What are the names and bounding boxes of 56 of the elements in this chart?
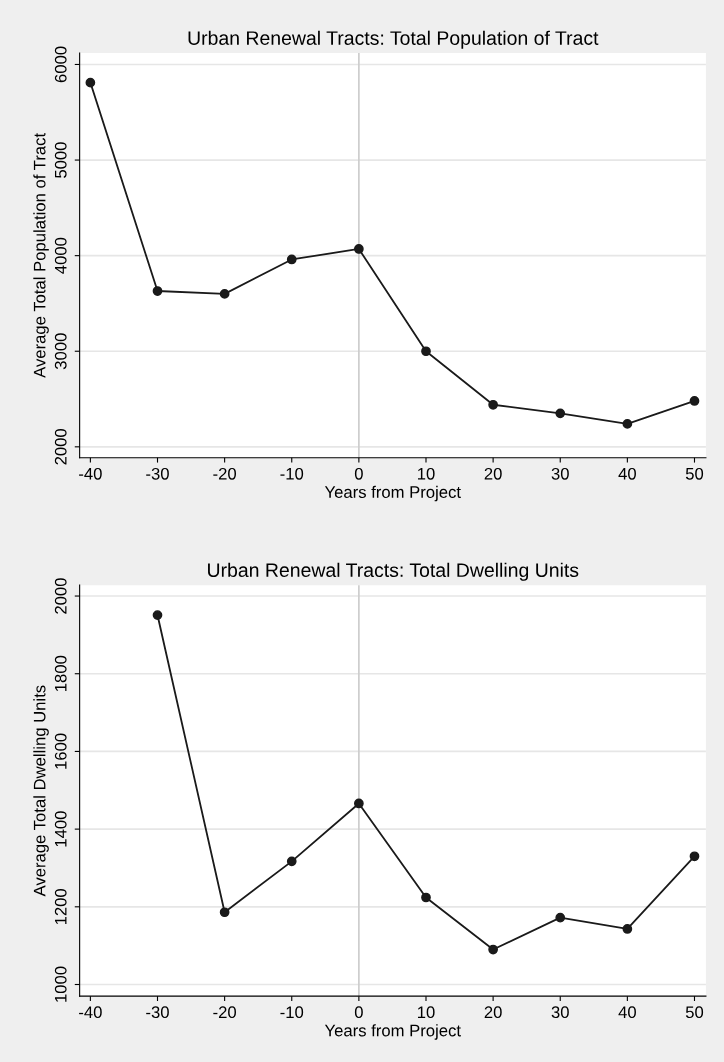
x-tick-label: 30 bbox=[551, 467, 569, 480]
x-tick-label: -30 bbox=[146, 467, 169, 480]
y-tick-label: 1200 bbox=[54, 888, 67, 925]
point bbox=[488, 944, 498, 955]
x-tick-label: -20 bbox=[213, 1006, 237, 1019]
x-tick-label: 0 bbox=[354, 467, 363, 480]
x-tick-label: 50 bbox=[685, 467, 704, 480]
point bbox=[555, 912, 566, 923]
x-tick-label: 40 bbox=[618, 467, 636, 480]
chart-title: Urban Renewal Tracts: Total Dwelling Units bbox=[208, 562, 579, 581]
x-tick-label: -40 bbox=[79, 1006, 102, 1019]
y-tick-label: 1400 bbox=[54, 811, 67, 847]
x-tick-label: -20 bbox=[213, 467, 237, 480]
y-tick-label: 1800 bbox=[54, 655, 67, 691]
x-tick-label: 10 bbox=[418, 1006, 435, 1019]
point bbox=[152, 610, 163, 620]
chart-title: Urban Renewal Tracts: Total Population of Tract bbox=[188, 30, 599, 49]
point bbox=[286, 254, 297, 265]
y-tick-label: 1000 bbox=[54, 966, 67, 1002]
x-tick-label: 20 bbox=[484, 1006, 502, 1019]
point bbox=[689, 396, 700, 406]
point bbox=[219, 907, 230, 918]
point bbox=[219, 289, 230, 299]
point bbox=[421, 892, 431, 903]
y-tick-label: 6000 bbox=[54, 46, 67, 83]
point bbox=[689, 851, 700, 862]
x-tick-label: 30 bbox=[551, 1006, 569, 1019]
y-tick-label: 2000 bbox=[54, 428, 67, 465]
point bbox=[622, 924, 633, 934]
x-axis-title: Years from Project bbox=[324, 1024, 461, 1040]
x-tick-label: -10 bbox=[280, 1006, 304, 1019]
y-axis-title: Average Total Dwelling Units bbox=[33, 685, 49, 897]
y-axis-title: Average Total Population of Tract bbox=[33, 133, 49, 378]
y-tick-label: 1600 bbox=[54, 733, 67, 769]
x-tick-label: 40 bbox=[618, 1006, 636, 1019]
point bbox=[354, 244, 364, 254]
point bbox=[354, 798, 364, 809]
x-tick-label: 10 bbox=[418, 467, 435, 480]
x-axis-title: Years from Project bbox=[324, 485, 461, 502]
point bbox=[421, 346, 431, 357]
point bbox=[85, 77, 96, 88]
y-tick-label: 4000 bbox=[54, 237, 67, 274]
y-tick-label: 2000 bbox=[54, 578, 67, 614]
y-tick-label: 3000 bbox=[54, 333, 67, 370]
x-tick-label: 20 bbox=[484, 467, 502, 480]
y-tick-label: 5000 bbox=[54, 142, 67, 178]
x-tick-label: -40 bbox=[79, 467, 102, 480]
x-tick-label: 0 bbox=[354, 1006, 363, 1019]
x-tick-label: -10 bbox=[280, 467, 304, 480]
point bbox=[286, 856, 297, 867]
point bbox=[555, 408, 566, 419]
point bbox=[622, 419, 633, 429]
x-tick-label: -30 bbox=[146, 1006, 169, 1019]
x-tick-label: 50 bbox=[685, 1006, 704, 1019]
point bbox=[152, 286, 163, 296]
point bbox=[488, 399, 498, 410]
